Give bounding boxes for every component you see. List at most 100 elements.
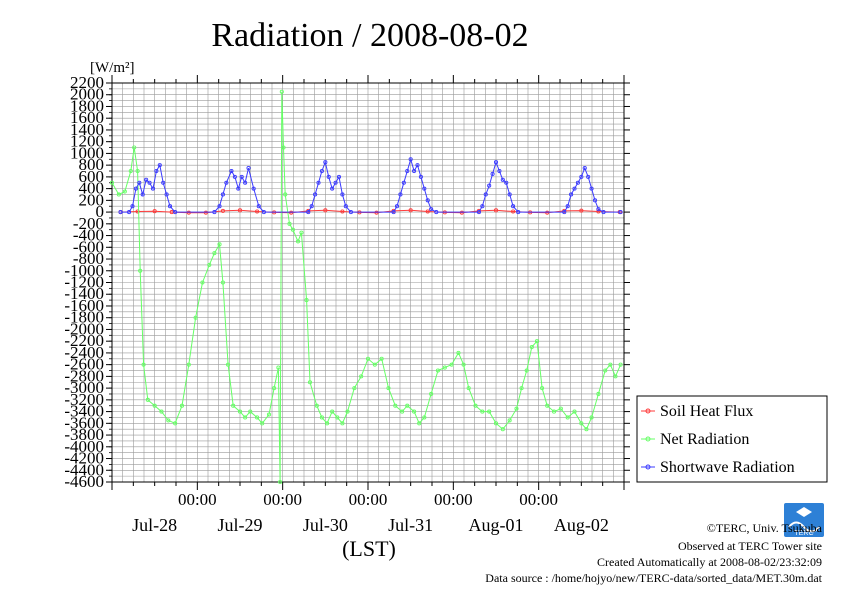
data-point: [132, 145, 137, 150]
data-point: [511, 204, 516, 209]
data-point: [287, 221, 292, 226]
y-tick-label: 1800: [70, 96, 104, 115]
x-day-label: Jul-31: [388, 515, 433, 535]
data-point: [278, 479, 283, 485]
legend-entry-label: Net Radiation: [660, 431, 749, 448]
data-point: [487, 183, 492, 188]
data-point: [401, 180, 406, 185]
data-point: [220, 280, 225, 285]
data-point: [261, 210, 266, 215]
data-point: [186, 362, 191, 367]
data-point: [386, 386, 391, 391]
data-point: [425, 198, 430, 203]
data-point: [309, 204, 314, 209]
data-point: [283, 192, 288, 197]
data-point: [217, 204, 222, 209]
data-point: [144, 177, 149, 182]
x-day-label: Aug-02: [554, 515, 609, 535]
data-point: [398, 192, 403, 197]
data-point: [145, 397, 150, 402]
data-point: [586, 174, 591, 179]
legend-entry-label: Shortwave Radiation: [660, 459, 795, 476]
data-point: [393, 403, 398, 408]
data-point: [133, 186, 138, 191]
data-point: [281, 145, 286, 150]
data-point: [608, 362, 613, 367]
data-point: [534, 339, 540, 344]
data-point: [207, 262, 212, 267]
data-point: [562, 210, 567, 215]
x-day-label: Jul-29: [218, 515, 263, 535]
data-point: [400, 409, 405, 414]
data-point: [224, 180, 229, 185]
data-point: [422, 415, 427, 420]
data-point: [135, 168, 140, 174]
data-point: [558, 406, 563, 411]
data-point: [497, 168, 502, 174]
data-point: [429, 207, 434, 212]
data-point: [461, 362, 466, 367]
data-point: [138, 268, 143, 273]
data-point: [316, 180, 321, 185]
data-point: [417, 421, 422, 426]
y-tick-label: -2200: [64, 331, 104, 350]
data-point: [340, 421, 345, 426]
data-point: [319, 168, 324, 174]
data-point: [540, 386, 545, 391]
series-soil-heat-flux: [118, 208, 622, 215]
legend-entry-label: Soil Heat Flux: [660, 403, 753, 420]
data-point: [217, 242, 222, 247]
data-point: [128, 168, 133, 174]
data-point: [266, 412, 272, 417]
y-tick-label: -2000: [64, 319, 104, 338]
data-point: [584, 427, 589, 432]
y-tick-label: 200: [79, 190, 105, 209]
data-point: [173, 210, 178, 215]
data-point: [579, 174, 584, 179]
logo-text: TERC: [794, 530, 813, 537]
y-tick-label: -400: [73, 226, 104, 245]
y-tick-label: 2000: [70, 85, 104, 104]
data-point: [295, 239, 301, 244]
x-time-label: 00:00: [349, 490, 388, 509]
y-tick-label: -1200: [64, 273, 104, 292]
data-point: [212, 251, 217, 256]
data-point: [340, 192, 345, 197]
data-point: [480, 204, 485, 209]
x-time-label: 00:00: [434, 490, 473, 509]
data-point: [565, 204, 570, 209]
data-point: [487, 409, 492, 414]
data-point: [348, 210, 353, 215]
data-point: [220, 192, 225, 197]
data-point: [422, 186, 427, 191]
y-tick-label: -2400: [64, 343, 104, 362]
data-point: [340, 209, 345, 214]
data-point: [412, 168, 417, 174]
data-point: [425, 209, 430, 214]
data-point: [372, 362, 377, 367]
data-point: [405, 403, 410, 408]
series-shortwave-radiation: [118, 157, 623, 215]
data-point: [231, 403, 236, 408]
data-point: [157, 163, 162, 168]
y-unit-label: [W/m²]: [90, 60, 134, 76]
data-point: [326, 174, 331, 179]
data-point: [405, 168, 410, 174]
copyright-text: ©TERC, Univ. Tsukuba: [707, 521, 823, 535]
data-point: [140, 192, 145, 197]
data-point: [343, 204, 348, 209]
data-point: [582, 166, 587, 171]
data-point: [154, 168, 159, 174]
data-point: [618, 210, 623, 215]
wave-icon: [788, 521, 820, 533]
data-point: [529, 344, 534, 350]
data-point: [186, 210, 191, 215]
data-point: [152, 403, 157, 408]
data-point: [137, 180, 142, 185]
data-point: [490, 171, 495, 176]
data-point: [500, 177, 505, 182]
data-point: [519, 386, 524, 391]
x-day-label: Jul-28: [132, 515, 177, 535]
